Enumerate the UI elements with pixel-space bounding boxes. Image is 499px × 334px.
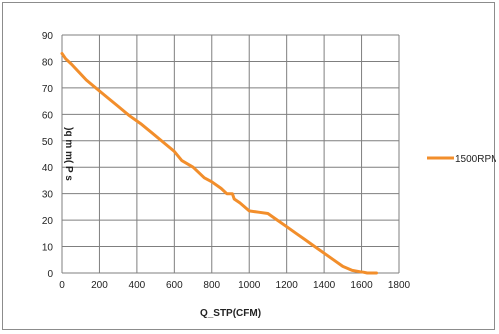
y-tick-label: 90 — [42, 31, 54, 42]
series-layer — [60, 52, 378, 275]
x-tick-label: 1400 — [313, 280, 336, 291]
y-tick-label: 0 — [47, 269, 53, 280]
x-tick-label: 400 — [129, 280, 146, 291]
x-tick-label: 1800 — [388, 280, 411, 291]
y-tick-label: 70 — [42, 84, 54, 95]
y-tick-label: 60 — [42, 110, 54, 121]
y-tick-label: 80 — [42, 57, 54, 68]
x-tick-label: 1000 — [238, 280, 261, 291]
x-tick-label: 0 — [59, 280, 65, 291]
chart-frame: 0 200 400 600 800 1000 1200 1400 1600 1800 0 10 20 30… — [2, 2, 496, 330]
series-line-0 — [60, 52, 378, 275]
x-tick-label: 600 — [166, 280, 183, 291]
x-tick-label: 1200 — [276, 280, 299, 291]
y-axis-label: )q m m( P s — [63, 127, 74, 181]
x-tick-label: 800 — [203, 280, 220, 291]
x-tick-label: 1600 — [350, 280, 373, 291]
line-chart: 0 200 400 600 800 1000 1200 1400 1600 1800 0 10 20 30… — [42, 31, 496, 319]
y-tick-label: 20 — [42, 216, 54, 227]
y-tick-label: 30 — [42, 190, 54, 201]
y-tick-label: 40 — [42, 163, 54, 174]
grid — [61, 34, 400, 274]
legend: 1500RPM — [427, 154, 496, 165]
tick-labels: 0 200 400 600 800 1000 1200 1400 1600 1800 0 10 20 30… — [42, 31, 411, 291]
legend-label: 1500RPM — [455, 154, 496, 165]
x-axis-label: Q_STP(CFM) — [200, 308, 261, 319]
x-tick-label: 200 — [91, 280, 108, 291]
y-tick-label: 10 — [42, 243, 54, 254]
y-tick-label: 50 — [42, 137, 54, 148]
